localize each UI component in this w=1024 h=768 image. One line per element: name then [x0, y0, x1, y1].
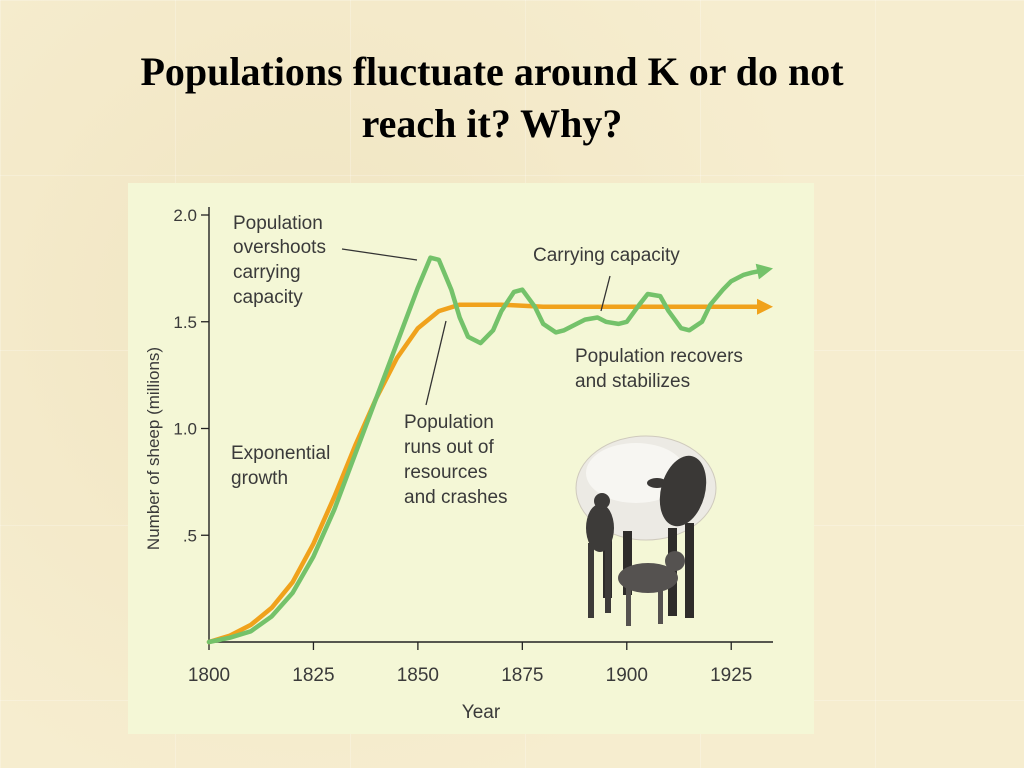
annotation-carrying-capacity: Carrying capacity: [533, 245, 680, 312]
annotation-recovers-line-2: and stabilizes: [575, 371, 690, 392]
population-arrowhead: [755, 263, 773, 280]
x-tick-label: 1900: [606, 665, 648, 686]
x-tick-label: 1825: [292, 665, 334, 686]
annotation-overshoot-line-3: carrying: [233, 262, 301, 283]
y-tick-label: .5: [183, 526, 197, 545]
annotation-carrying-capacity-pointer: [600, 275, 611, 312]
annotation-overshoot: Population overshoots carrying capacity: [233, 213, 418, 308]
y-tick-label: 2.0: [173, 206, 197, 225]
capacity-series-line: [206, 302, 764, 645]
annotation-crashes-line-2: runs out of: [404, 437, 494, 458]
annotation-recovers-line-1: Population recovers: [575, 346, 743, 367]
annotation-crashes-line-1: Population: [404, 412, 494, 433]
capacity-arrowhead: [757, 298, 773, 315]
annotation-crashes-line-3: resources: [404, 462, 487, 483]
slide-title-line-2: reach it? Why?: [361, 101, 623, 146]
annotation-crashes-pointer: [425, 320, 447, 406]
annotation-overshoot-line-2: overshoots: [233, 237, 326, 258]
y-tick-label: 1.5: [173, 313, 197, 332]
slide-title-line-1: Populations fluctuate around K or do not: [140, 49, 844, 94]
annotation-crashes-line-4: and crashes: [404, 487, 508, 508]
y-axis-title: Number of sheep (millions): [144, 347, 163, 550]
annotation-overshoot-line-1: Population: [233, 213, 323, 234]
chart-figure: 2.0 1.5 1.0 .5 1800 1825 1850 1875 1900 1925 Year N…: [128, 183, 814, 734]
annotation-exponential-line-1: Exponential: [231, 443, 330, 464]
population-series-line: [206, 255, 764, 645]
annotation-exponential: Exponential growth: [231, 443, 330, 489]
annotation-recovers: Population recovers and stabilizes: [575, 346, 743, 392]
x-tick-label: 1850: [397, 665, 439, 686]
annotation-exponential-line-2: growth: [231, 468, 288, 489]
x-axis-title: Year: [462, 702, 501, 723]
y-tick-label: 1.0: [173, 420, 197, 439]
sheep-with-lambs-icon: [575, 435, 717, 626]
x-tick-label: 1925: [710, 665, 752, 686]
annotation-overshoot-pointer: [341, 248, 418, 261]
x-tick-label: 1875: [501, 665, 543, 686]
annotation-overshoot-line-4: capacity: [233, 287, 303, 308]
population-chart: 2.0 1.5 1.0 .5 1800 1825 1850 1875 1900 1925 Year N…: [144, 206, 773, 723]
annotation-crashes: Population runs out of resources and cra…: [404, 320, 508, 508]
annotation-carrying-capacity-text: Carrying capacity: [533, 245, 680, 266]
slide-title: Populations fluctuate around K or do not…: [60, 46, 924, 150]
x-tick-label: 1800: [188, 665, 230, 686]
